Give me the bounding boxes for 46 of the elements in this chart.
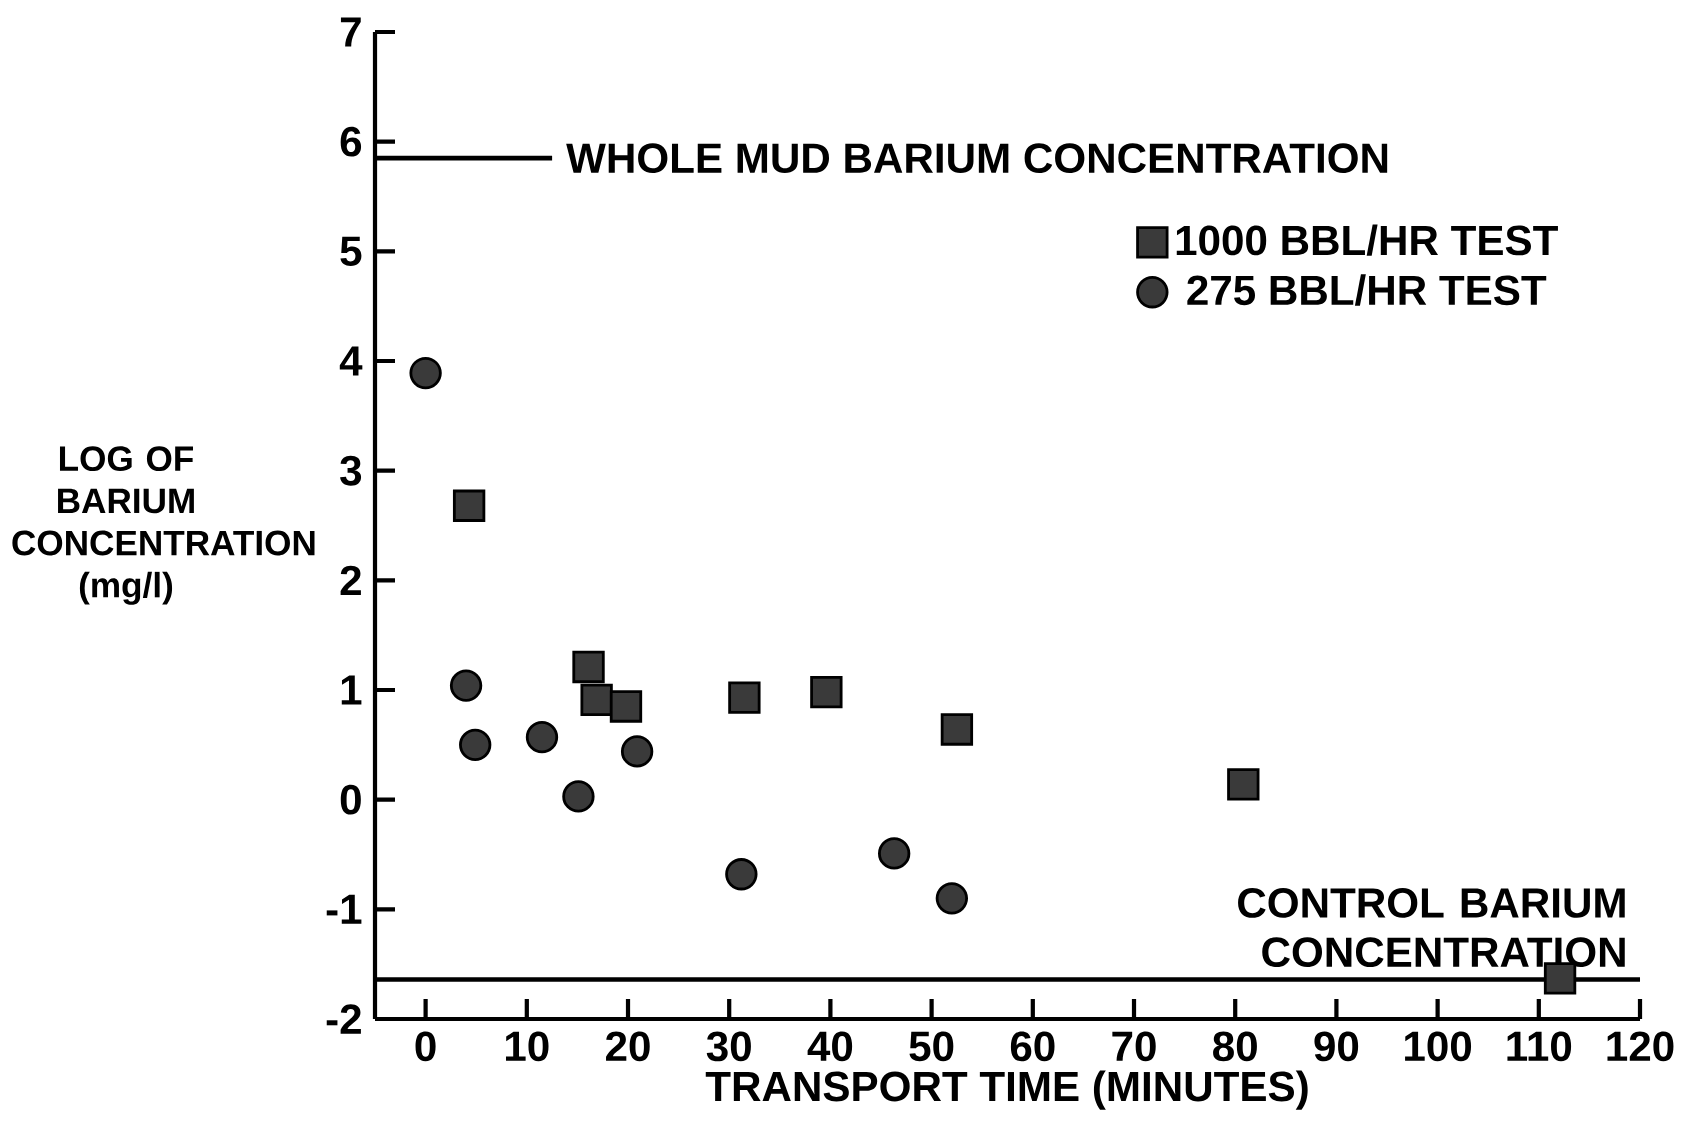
y-tick-label: -1: [326, 894, 362, 924]
x-tick-label: 10: [506, 1031, 549, 1062]
legend-label: 275 BBL/HR TEST: [1187, 274, 1547, 306]
point: [1227, 768, 1260, 801]
point: [935, 882, 969, 915]
point: [810, 676, 843, 709]
ref-line-label: CONTROL BARIUM CONCENTRATION: [1238, 888, 1625, 968]
point: [728, 681, 761, 714]
point: [449, 669, 483, 702]
point: [562, 780, 595, 813]
y-tick-label: 7: [340, 17, 361, 47]
x-tick-label: 30: [706, 1031, 751, 1062]
point: [452, 489, 486, 522]
y-tick-label: 2: [340, 565, 361, 596]
point: [580, 683, 613, 717]
point: [609, 690, 643, 723]
x-tick-label: 110: [1507, 1031, 1572, 1062]
ref-line-label: WHOLE MUD BARIUM CONCENTRATION: [566, 143, 1388, 174]
x-tick-label: 120: [1607, 1031, 1674, 1062]
x-tick-label: 0: [415, 1031, 436, 1062]
point: [940, 713, 974, 746]
x-tick-label: 50: [909, 1031, 954, 1062]
point: [459, 728, 492, 762]
legend-label: 1000 BBL/HR TEST: [1176, 224, 1558, 256]
y-tick-label: 4: [339, 346, 363, 376]
y-tick-label: 6: [340, 126, 362, 157]
y-tick-label: 1: [341, 675, 362, 705]
point: [409, 356, 442, 390]
point: [725, 858, 758, 891]
point: [878, 837, 911, 870]
x-axis-title: TRANSPORT TIME (MINUTES): [705, 1070, 1308, 1110]
x-tick-label: 40: [807, 1031, 853, 1062]
y-tick-label: -2: [326, 1004, 361, 1034]
y-tick-label: 0: [340, 784, 361, 815]
point: [572, 650, 605, 684]
y-tick-label: 3: [340, 455, 362, 486]
x-tick-label: 60: [1010, 1031, 1055, 1062]
x-tick-label: 90: [1314, 1031, 1359, 1062]
point: [620, 735, 654, 768]
x-tick-label: 20: [606, 1031, 650, 1062]
x-tick-label: 100: [1405, 1031, 1472, 1062]
y-axis-title: LOG OF BARIUM CONCENTRATION (mg/l): [12, 446, 315, 605]
x-tick-label: 70: [1112, 1031, 1156, 1062]
point: [525, 720, 559, 754]
x-tick-label: 80: [1213, 1031, 1257, 1062]
y-tick-label: 5: [340, 236, 362, 267]
